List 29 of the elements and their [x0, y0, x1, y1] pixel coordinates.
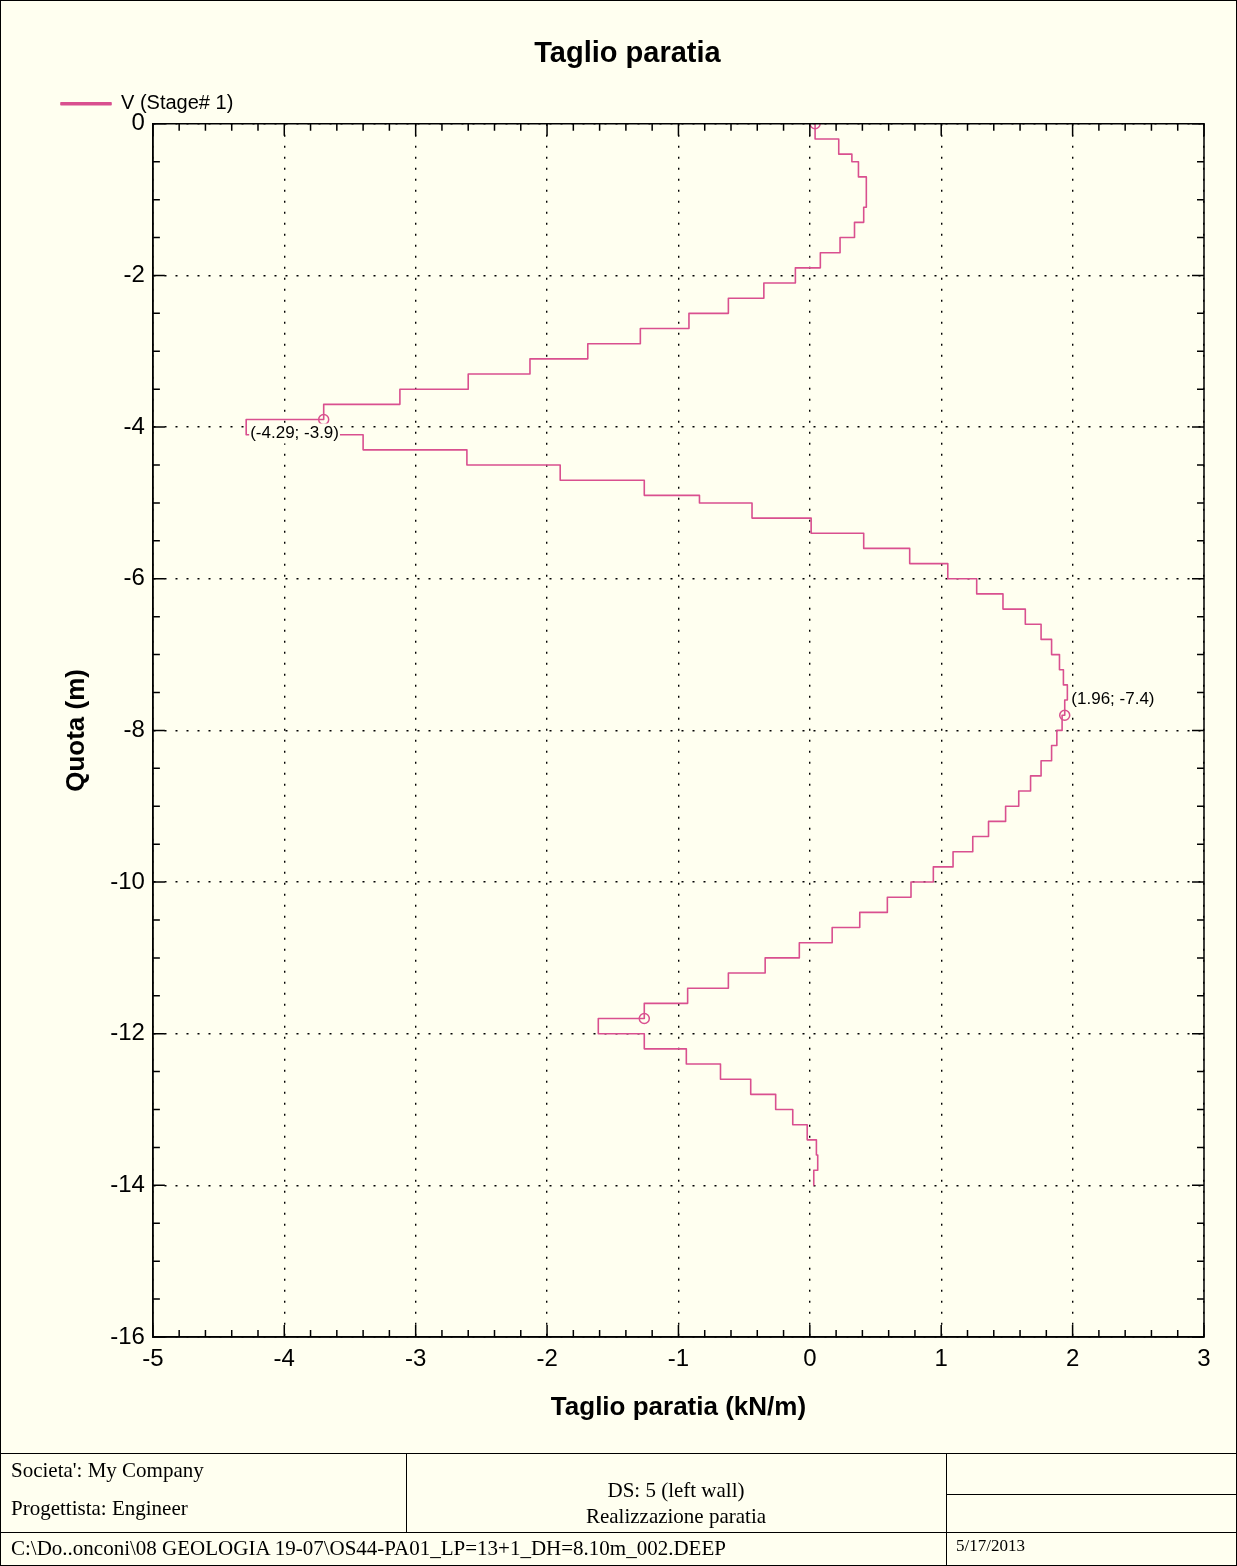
y-tick-label: -16: [110, 1321, 145, 1349]
x-tick-label: -5: [142, 1344, 164, 1372]
x-tick-label: -4: [273, 1344, 295, 1372]
x-tick-label: 2: [1065, 1344, 1080, 1372]
y-tick-label: -6: [123, 563, 145, 591]
annotation: (-4.29; -3.9): [250, 423, 339, 443]
x-tick-label: 0: [803, 1344, 817, 1372]
y-tick-label: -10: [110, 866, 145, 894]
text: Realizzazione paratia: [585, 1504, 767, 1528]
text: C:\Do..onconi\08 GEOLOGIA 19-07\OS44-PA01_LP=13+1_DH=8.10m_002.DEEP: [10, 1535, 727, 1562]
x-tick-label: -2: [536, 1344, 558, 1372]
x-tick-label: 1: [934, 1344, 948, 1372]
y-tick-label: -8: [123, 715, 145, 743]
y-tick-label: -12: [110, 1018, 145, 1046]
text: DS: 5 (left wall): [607, 1478, 745, 1502]
y-tick-label: -14: [110, 1169, 145, 1197]
y-tick-label: -4: [123, 411, 145, 439]
text: Progettista: Engineer: [10, 1495, 189, 1522]
chart-title: Taglio paratia: [534, 36, 722, 69]
x-axis-title: Taglio paratia (kN/m): [550, 1390, 807, 1421]
y-tick-label: -2: [123, 260, 145, 288]
legend-label: V (Stage# 1): [121, 91, 234, 114]
text: Societa': My Company: [10, 1457, 205, 1484]
x-tick-label: -1: [667, 1344, 690, 1372]
x-tick-label: -3: [404, 1344, 427, 1372]
annotation: (1.96; -7.4): [1071, 688, 1155, 708]
text: 5/17/2013: [955, 1535, 1026, 1557]
y-axis-title: Quota (m): [59, 669, 90, 792]
x-tick-label: 3: [1197, 1344, 1211, 1372]
